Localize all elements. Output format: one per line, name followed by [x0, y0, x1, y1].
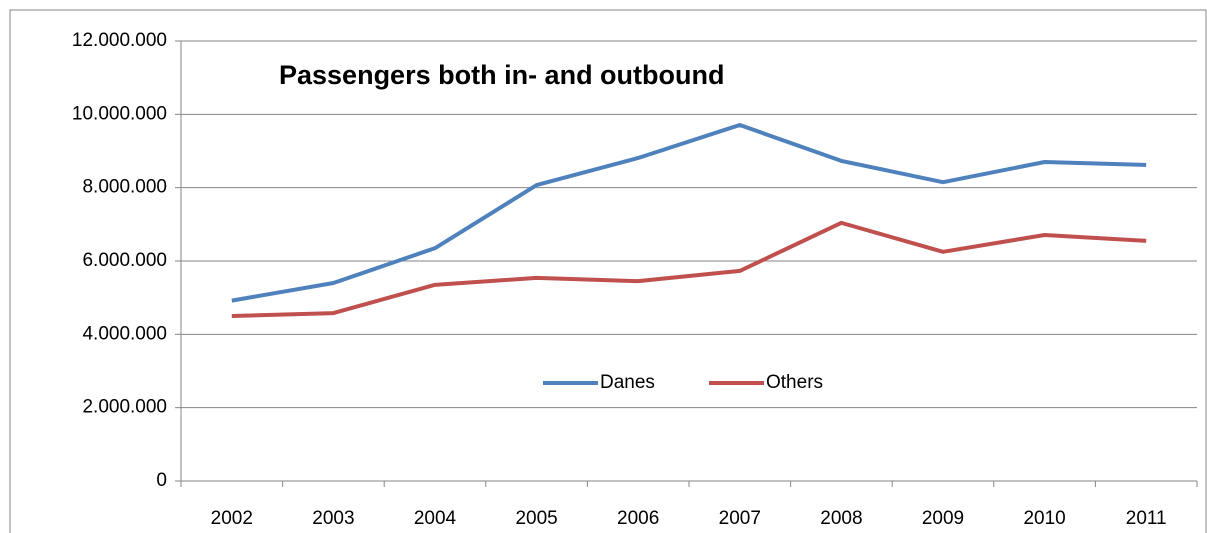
chart-border [9, 9, 1207, 533]
chart-title: Passengers both in- and outbound [279, 60, 725, 90]
x-tick-label: 2006 [617, 508, 659, 529]
y-tick-label: 8.000.000 [82, 177, 167, 198]
x-tick-label: 2007 [719, 508, 761, 529]
y-tick-label: 6.000.000 [82, 250, 167, 271]
y-tick-label: 0 [156, 470, 167, 491]
line [231, 220, 1147, 318]
x-tick-label: 2010 [1023, 508, 1065, 529]
x-tick-label: 2011 [1126, 508, 1167, 529]
x-tick-label: 2008 [820, 508, 862, 529]
x-tick-label: 2009 [922, 508, 964, 529]
legend-label: Others [766, 372, 823, 393]
legend-label: Danes [600, 372, 655, 393]
x-tick-label: 2004 [414, 508, 457, 529]
line [231, 122, 1147, 303]
x-tick-label: 2003 [312, 508, 354, 529]
x-tick-label: 2005 [515, 508, 557, 529]
y-tick-label: 4.000.000 [82, 323, 167, 344]
y-tick-label: 2.000.000 [82, 397, 167, 418]
y-tick-label: 12.000.000 [72, 30, 167, 51]
x-tick-label: 2002 [211, 508, 253, 529]
y-tick-label: 10.000.000 [72, 103, 167, 124]
